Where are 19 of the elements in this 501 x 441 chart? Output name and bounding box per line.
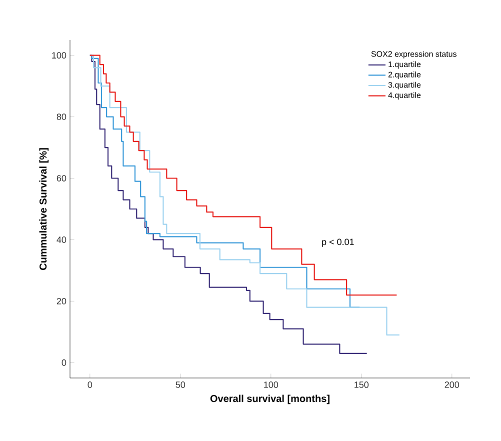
y-tick-label: 20 [56, 298, 66, 304]
y-tick-label: 40 [56, 236, 66, 243]
legend-label: 1.quartile [388, 61, 421, 69]
legend-label: 2.quartile [388, 72, 421, 80]
y-tick-label: 80 [56, 114, 66, 120]
x-tick-label: 150 [354, 382, 369, 388]
x-tick-label: 200 [444, 382, 460, 388]
legend-label: 3.quartile [388, 82, 421, 90]
y-tick-label: 60 [56, 175, 66, 182]
x-tick-label: 0 [88, 382, 92, 388]
annotation: p < 0.01 [322, 238, 354, 247]
y-tick-label: 100 [52, 52, 66, 59]
x-tick-label: 100 [264, 382, 278, 388]
x-axis-title: Overall survival [months] [210, 394, 330, 404]
y-axis-title: Cummulative Survival [%] [39, 148, 49, 270]
y-tick-label: 0 [62, 359, 66, 366]
legend-label: 4.quartile [388, 92, 421, 100]
legend-title: SOX2 expression status [371, 50, 456, 58]
x-tick-label: 50 [176, 382, 186, 388]
